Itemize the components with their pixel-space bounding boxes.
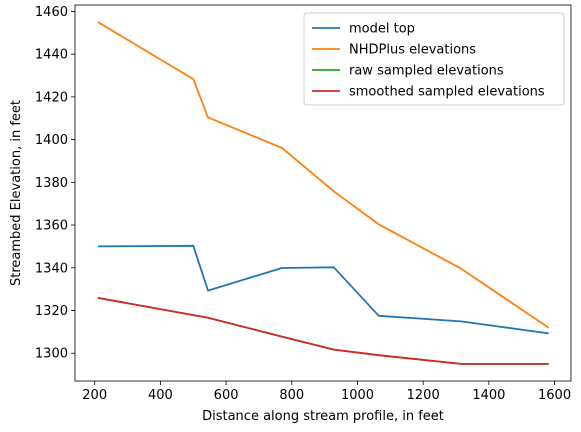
series-layer bbox=[97, 21, 550, 365]
x-axis-label: Distance along stream profile, in feet bbox=[202, 409, 444, 424]
y-tick-label: 1420 bbox=[35, 90, 68, 105]
series-line-nhdplus-elevations bbox=[97, 21, 550, 329]
x-tick-label: 1600 bbox=[538, 388, 571, 403]
legend-box bbox=[303, 12, 565, 106]
x-tick-label: 600 bbox=[214, 388, 239, 403]
y-axis: 1300 1320 1340 1360 1380 1400 1420 1440 1460 bbox=[35, 5, 75, 362]
series-line-smoothed-sampled-elevations bbox=[97, 297, 549, 365]
y-axis-label: Streambed Elevation, in feet bbox=[9, 100, 24, 286]
x-tick-label: 800 bbox=[279, 388, 304, 403]
series-line-model-top bbox=[97, 244, 549, 335]
legend-label-smoothed-sampled-elevations: smoothed sampled elevations bbox=[349, 85, 545, 100]
legend-label-model-top: model top bbox=[349, 22, 415, 37]
legend-label-raw-sampled-elevations: raw sampled elevations bbox=[349, 64, 504, 79]
x-tick-label: 1400 bbox=[472, 388, 505, 403]
legend: model top NHDPlus elevations raw sampled e… bbox=[303, 12, 565, 106]
y-tick-label: 1300 bbox=[35, 347, 68, 362]
y-tick-label: 1400 bbox=[35, 133, 68, 148]
x-tick-label: 1000 bbox=[341, 388, 374, 403]
x-tick-label: 1200 bbox=[407, 388, 440, 403]
y-tick-label: 1380 bbox=[35, 176, 68, 191]
y-tick-label: 1440 bbox=[35, 48, 68, 63]
x-axis: 200 400 600 800 1000 1200 1400 1600 bbox=[82, 381, 571, 403]
y-tick-label: 1320 bbox=[35, 304, 68, 319]
y-tick-label: 1460 bbox=[35, 5, 68, 20]
legend-label-nhdplus-elevations: NHDPlus elevations bbox=[349, 43, 476, 58]
y-tick-label: 1360 bbox=[35, 219, 68, 234]
y-tick-label: 1340 bbox=[35, 261, 68, 276]
plot-frame bbox=[74, 4, 572, 382]
x-tick-label: 400 bbox=[148, 388, 173, 403]
x-tick-label: 200 bbox=[82, 388, 107, 403]
